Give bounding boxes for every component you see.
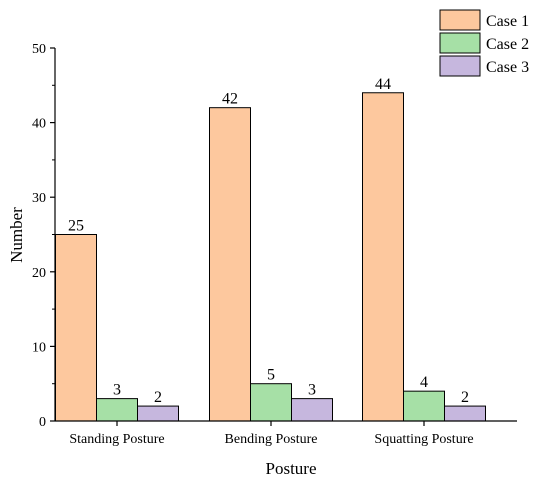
- bar-value-label: 4: [420, 374, 428, 391]
- x-tick-label: Squatting Posture: [374, 432, 473, 447]
- bar-case-2: [403, 390, 445, 422]
- x-tick-label: Bending Posture: [225, 432, 318, 447]
- bar-value-label: 42: [222, 91, 238, 108]
- bar-value-label: 25: [68, 218, 84, 235]
- axes-layer: [54, 48, 517, 422]
- bars-layer: [55, 92, 486, 422]
- y-tick-label: 0: [39, 415, 46, 430]
- bar-value-label: 44: [375, 76, 391, 93]
- bar-case-3: [444, 405, 486, 422]
- bar-value-label: 2: [461, 389, 469, 406]
- bar-case-1: [362, 92, 404, 422]
- bar-case-1: [209, 107, 251, 422]
- legend-swatch: [439, 55, 481, 77]
- y-tick-label: 10: [32, 340, 46, 355]
- legend-label: Case 1: [486, 13, 529, 30]
- y-axis-title: Number: [7, 207, 26, 263]
- bar-case-3: [291, 398, 333, 422]
- y-tick-label: 30: [32, 191, 46, 206]
- y-ticks-layer: 0 10 20 30 40 50: [32, 42, 55, 430]
- bar-case-2: [96, 398, 138, 422]
- legend-swatch: [439, 9, 481, 31]
- legend-label: Case 2: [486, 36, 529, 53]
- x-axis-title: Posture: [266, 459, 317, 478]
- x-ticks-layer: Standing Posture Bending Posture Squatting…: [69, 421, 474, 447]
- bar-value-label: 3: [308, 382, 316, 399]
- legend-label: Case 3: [486, 59, 529, 76]
- bar-value-label: 2: [154, 389, 162, 406]
- legend: Case 1 Case 2 Case 3: [439, 9, 529, 77]
- bar-case-1: [55, 234, 97, 422]
- y-tick-label: 50: [32, 42, 46, 57]
- y-tick-label: 40: [32, 117, 46, 132]
- bar-case-3: [137, 405, 179, 422]
- bar-value-label: 5: [267, 367, 275, 384]
- bar-value-label: 3: [113, 382, 121, 399]
- bar-case-2: [250, 383, 292, 422]
- legend-swatch: [439, 32, 481, 54]
- x-tick-label: Standing Posture: [69, 432, 164, 447]
- y-tick-label: 20: [32, 266, 46, 281]
